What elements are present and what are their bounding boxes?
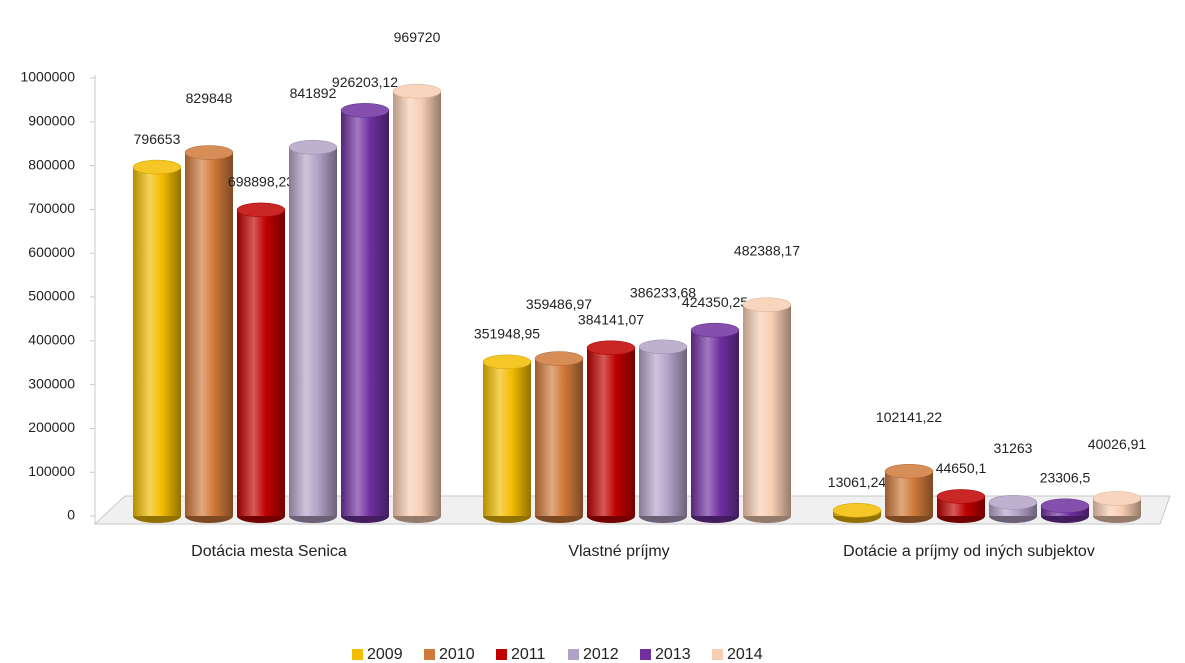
legend-swatch xyxy=(352,649,363,660)
y-tick-label: 200000 xyxy=(28,419,75,435)
bar xyxy=(743,304,791,516)
legend-swatch xyxy=(424,649,435,660)
bar-cap xyxy=(1040,498,1090,514)
legend-swatch xyxy=(712,649,723,660)
data-label: 31263 xyxy=(994,440,1033,456)
data-label: 841892 xyxy=(290,85,337,101)
data-label: 23306,5 xyxy=(1040,469,1091,485)
legend-label: 2009 xyxy=(367,646,403,663)
bar xyxy=(393,91,441,517)
data-label: 44650,1 xyxy=(936,460,987,476)
bar-cap xyxy=(638,339,688,355)
bar-cap xyxy=(236,202,286,218)
bar xyxy=(587,347,635,516)
bar-cap xyxy=(832,503,882,518)
bar-cap xyxy=(690,322,740,338)
bar xyxy=(535,358,583,516)
y-tick-label: 700000 xyxy=(28,200,75,216)
data-label: 796653 xyxy=(134,131,181,147)
legend-label: 2012 xyxy=(583,646,619,663)
data-label: 359486,97 xyxy=(526,296,592,312)
bar-cap xyxy=(482,354,532,370)
x-tick-label: Dotácie a príjmy od iných subjektov xyxy=(843,543,1095,560)
x-tick-label: Vlastné príjmy xyxy=(568,543,669,560)
data-label: 482388,17 xyxy=(734,242,800,258)
legend-label: 2013 xyxy=(655,646,691,663)
bar-cap xyxy=(586,340,636,355)
data-label: 351948,95 xyxy=(474,326,540,342)
legend-label: 2011 xyxy=(511,646,546,663)
bar-cap xyxy=(340,103,390,118)
bar xyxy=(289,147,337,517)
bar xyxy=(639,346,687,516)
bar-cap xyxy=(184,145,234,160)
data-label: 102141,22 xyxy=(876,409,942,425)
bar xyxy=(133,167,181,516)
bar-cap xyxy=(392,84,442,99)
y-tick-label: 1000000 xyxy=(20,69,75,85)
bar xyxy=(885,471,933,516)
bar xyxy=(185,152,233,516)
data-label: 386233,68 xyxy=(630,285,696,301)
y-tick-label: 300000 xyxy=(28,375,75,391)
data-label: 13061,24 xyxy=(828,474,887,490)
data-label: 926203,12 xyxy=(332,74,398,90)
bar xyxy=(691,330,739,516)
data-label: 40026,91 xyxy=(1088,436,1147,452)
y-tick-label: 600000 xyxy=(28,244,75,260)
data-label: 424350,25 xyxy=(682,294,748,310)
bar-cap xyxy=(1092,491,1142,506)
x-tick-label: Dotácia mesta Senica xyxy=(191,543,347,560)
legend-label: 2010 xyxy=(439,646,475,663)
data-label: 698898,23 xyxy=(228,174,294,190)
y-tick-label: 100000 xyxy=(28,463,75,479)
bar xyxy=(483,361,531,516)
data-label: 829848 xyxy=(186,90,233,106)
bar xyxy=(341,110,389,517)
bar-cap xyxy=(132,159,182,175)
bar-cap xyxy=(534,351,584,366)
bar-cap xyxy=(742,297,792,312)
data-label: 384141,07 xyxy=(578,311,644,327)
legend-swatch xyxy=(640,649,651,660)
y-tick-label: 900000 xyxy=(28,113,75,129)
y-tick-label: 800000 xyxy=(28,156,75,172)
bar-cap xyxy=(936,489,986,504)
y-tick-label: 0 xyxy=(67,507,75,523)
bar-cap xyxy=(288,140,338,155)
legend-swatch xyxy=(496,649,507,660)
data-label: 969720 xyxy=(394,29,441,45)
y-tick-label: 500000 xyxy=(28,288,75,304)
bar-cap xyxy=(988,495,1038,510)
y-tick-label: 400000 xyxy=(28,332,75,348)
legend-label: 2014 xyxy=(727,646,763,663)
legend-swatch xyxy=(568,649,579,660)
bar-cap xyxy=(884,464,934,479)
bar xyxy=(237,209,285,516)
